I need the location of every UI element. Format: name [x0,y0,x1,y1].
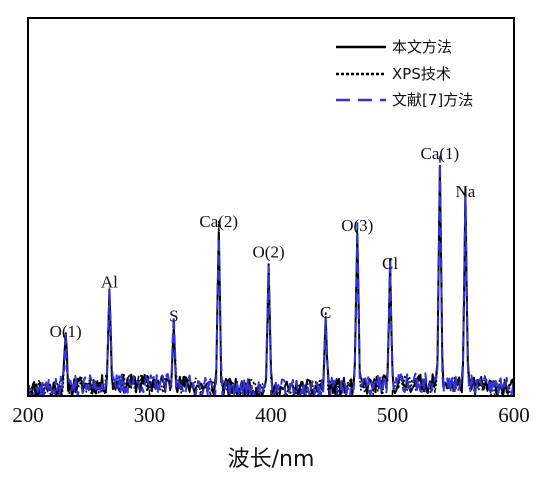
x-axis-title: 波长/nm [228,447,315,472]
peak-label: Ca(1) [421,144,460,163]
peak-label: C [320,303,331,322]
x-tick-label: 400 [255,403,287,427]
peak-label: O(1) [50,322,82,341]
peak-label: Na [455,182,475,201]
x-tick-label: 500 [377,403,409,427]
series-line-ref7 [27,155,515,397]
x-tick-label: 300 [134,403,166,427]
legend-label-2: XPS技术 [392,65,451,83]
x-tick-label: 600 [498,403,530,427]
peak-label: Ca(2) [199,212,238,231]
x-axis-ticks: 200 300 400 500 600 [12,390,530,427]
peak-label-layer: O(1) Al S Ca(2) O(2) C O(3) Cl Ca(1) Na [50,144,476,341]
legend-label-3: 文献[7]方法 [392,91,473,109]
legend: 本文方法 XPS技术 文献[7]方法 [336,38,473,109]
peak-label: O(3) [341,216,373,235]
peak-label: Cl [382,254,398,273]
peak-label: S [169,307,178,326]
peak-label: Al [101,273,118,292]
legend-label-1: 本文方法 [392,38,452,56]
peak-label: O(2) [253,242,285,261]
x-tick-label: 200 [12,403,44,427]
series-layer [27,155,515,397]
